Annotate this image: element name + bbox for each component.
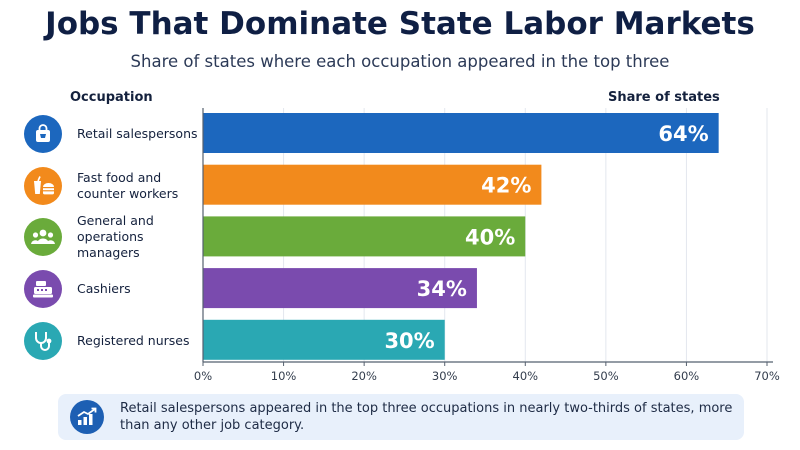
chart-subtitle: Share of states where each occupation ap… — [130, 52, 670, 71]
row-label-fast-food: Fast food and counter workers — [24, 165, 204, 207]
x-tick-label: 60% — [674, 369, 700, 383]
row-label-general-operations-managers: General and operations managers — [24, 213, 204, 260]
category-label: Registered nurses — [77, 333, 190, 348]
x-tick-label: 10% — [271, 369, 297, 383]
cash-register-icon — [24, 270, 62, 308]
share-header: Share of states — [608, 90, 720, 105]
stethoscope-icon — [24, 322, 62, 360]
shopping-bag-icon — [24, 115, 62, 153]
bar — [203, 268, 477, 309]
growth-chart-icon — [70, 400, 104, 434]
category-label: Fast food and counter workers — [77, 170, 179, 201]
x-tick-label: 30% — [432, 369, 458, 383]
bar-chart: 64% 42% 40% 34% 30% 0% 10% 20% 30% 40% 50% 60% 70% — [194, 108, 780, 383]
x-tick-label: 20% — [351, 369, 377, 383]
occupation-header: Occupation — [70, 90, 153, 105]
row-label-registered-nurses: Registered nurses — [24, 320, 204, 362]
category-label: Cashiers — [77, 281, 131, 296]
data-label: 30% — [384, 329, 434, 353]
row-label-cashiers: Cashiers — [24, 268, 204, 310]
category-label: General and operations managers — [77, 213, 154, 260]
row-label-retail-salespersons: Retail salespersons — [24, 113, 204, 155]
category-label: Retail salespersons — [77, 126, 198, 141]
data-label: 40% — [465, 225, 515, 249]
callout-text: Retail salespersons appeared in the top … — [120, 401, 733, 433]
bar — [203, 319, 445, 360]
team-icon — [24, 218, 62, 256]
data-label: 64% — [658, 122, 708, 146]
x-tick-label: 50% — [593, 369, 619, 383]
bar — [203, 113, 719, 153]
bar — [203, 164, 542, 205]
fast-food-icon — [24, 167, 62, 205]
chart-title: Jobs That Dominate State Labor Markets — [45, 6, 755, 42]
x-tick-label: 40% — [513, 369, 539, 383]
insight-callout: Retail salespersons appeared in the top … — [58, 394, 744, 440]
data-label: 42% — [481, 174, 531, 198]
x-tick-label: 0% — [194, 369, 212, 383]
bar — [203, 216, 526, 257]
x-tick-label: 70% — [754, 369, 780, 383]
data-label: 34% — [417, 277, 467, 301]
